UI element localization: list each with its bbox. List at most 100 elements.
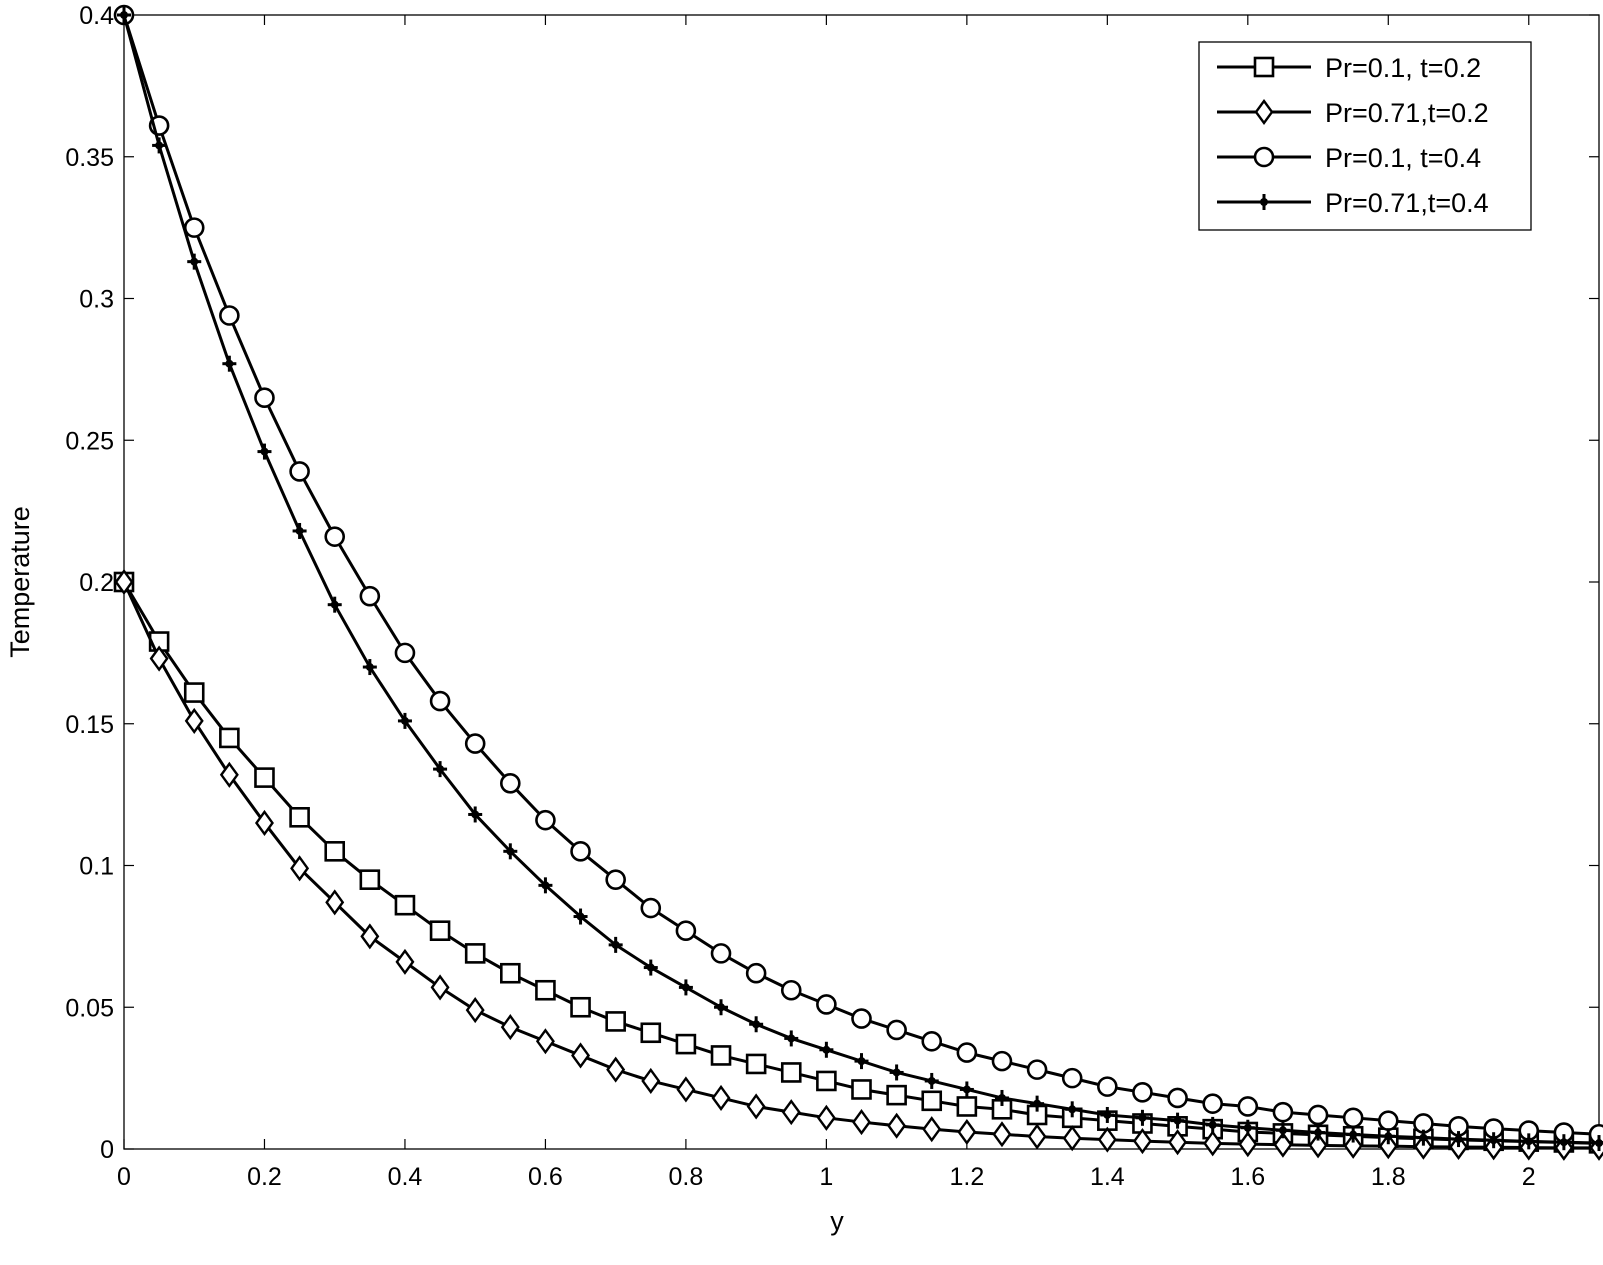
marker-core [892,1068,901,1077]
marker-core [260,447,269,456]
data-point-circle [1272,1101,1294,1123]
series-diamond [114,568,1603,1161]
data-point-star [538,877,553,894]
data-point-circle [500,772,521,794]
data-point-diamond [957,1118,977,1146]
x-tick-label: 0 [117,1163,131,1191]
data-point-star [1311,1124,1326,1141]
data-point-diamond [1132,1128,1152,1155]
y-tick-label: 0.2 [79,569,114,597]
data-point-star [222,355,237,372]
data-point-circle [1132,1082,1153,1103]
marker-core [1260,198,1268,206]
data-point-square [289,807,310,828]
x-axis-title: y [830,1206,844,1236]
marker-core [962,1085,971,1094]
data-point-circle [1097,1076,1118,1097]
data-point-star [1592,1135,1603,1152]
marker-core [1524,1137,1533,1146]
legend-entry: Pr=0.1, t=0.4 [1217,143,1481,173]
data-point-circle [394,642,416,664]
marker-core [787,1034,796,1043]
marker-core [1384,1132,1393,1141]
data-point-diamond [360,923,380,950]
x-tick-label: 0.4 [388,1163,423,1191]
marker-core [330,600,339,609]
data-point-circle [1167,1087,1188,1109]
y-tick-label: 0.15 [65,711,114,739]
data-point-diamond [746,1093,766,1120]
marker-core [190,257,199,266]
data-point-star [503,843,518,860]
data-point-circle [289,461,310,482]
marker-core [1138,1113,1147,1122]
data-point-circle [359,585,381,607]
y-tick-label: 0.3 [79,286,114,314]
marker-core [225,359,234,368]
legend: Pr=0.1, t=0.2 Pr=0.71,t=0.2 Pr=0.1, t=0.4 P… [1198,41,1532,231]
data-point-star [714,999,729,1016]
data-point-circle [745,962,767,984]
data-point-star [1275,1122,1290,1139]
data-point-diamond [395,948,415,975]
marker-core [1068,1105,1077,1114]
data-point-star [819,1041,834,1058]
data-point-square [429,920,451,942]
marker-core [1103,1110,1112,1119]
marker-core [646,963,655,972]
data-point-circle [710,943,732,964]
data-point-star [468,806,483,823]
data-point-diamond [1378,1133,1398,1160]
legend-marker-circle [1253,146,1275,168]
marker-core [436,765,445,774]
data-point-star [1486,1132,1501,1149]
marker-core [541,881,550,890]
data-point-circle [640,897,662,919]
marker-core [1349,1130,1358,1139]
marker-core [997,1093,1006,1102]
data-point-diamond [1343,1132,1363,1159]
legend-entry: Pr=0.1, t=0.2 [1217,53,1481,83]
data-point-diamond [1168,1129,1188,1156]
series-layer [113,4,1603,1161]
data-point-star [924,1072,939,1089]
x-tick-label: 1.4 [1090,1163,1125,1191]
data-point-circle [780,979,802,1001]
marker-core [822,1045,831,1054]
marker-core [1278,1126,1287,1135]
data-point-square [535,979,556,1001]
marker-core [506,847,515,856]
marker-core [1173,1116,1182,1125]
data-point-diamond [149,645,169,672]
data-point-diamond [1273,1131,1293,1158]
data-point-star [1065,1101,1080,1118]
marker-core [576,912,585,921]
data-point-star [959,1081,974,1098]
data-point-diamond [571,1042,591,1069]
data-point-star [889,1064,904,1081]
x-tick-label: 2 [1522,1163,1536,1191]
legend-label: Pr=0.71,t=0.4 [1325,188,1489,218]
data-point-star [1100,1106,1115,1123]
legend-marker-diamond [1254,98,1274,126]
data-point-diamond [184,707,204,734]
x-tick-label: 1.2 [949,1163,984,1191]
data-point-star [749,1016,764,1033]
marker-core [717,1003,726,1012]
data-point-square [394,894,416,916]
data-point-diamond [922,1116,942,1143]
marker-core [1208,1120,1217,1129]
y-tick-label: 0.4 [79,2,114,30]
data-point-diamond [781,1099,801,1126]
marker-core [1314,1128,1323,1137]
data-point-square [780,1062,802,1083]
data-point-star [784,1030,799,1047]
data-point-diamond [535,1028,555,1055]
x-tick-label: 0.2 [247,1163,282,1191]
data-point-star [643,959,658,976]
legend-entry: Pr=0.71,t=0.4 [1217,188,1489,218]
data-point-diamond [290,855,310,882]
data-point-diamond [816,1104,836,1131]
data-point-star [1240,1119,1255,1136]
